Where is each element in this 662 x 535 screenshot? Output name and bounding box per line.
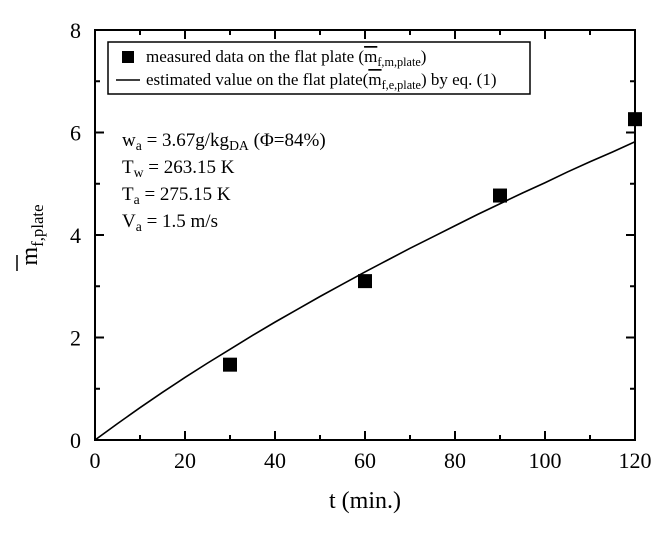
annotation-line: Tw = 263.15 K <box>122 157 235 180</box>
x-tick-label: 40 <box>264 448 286 473</box>
y-axis-label: mf,plate <box>17 204 47 265</box>
x-tick-label: 60 <box>354 448 376 473</box>
annotation-line: Va = 1.5 m/s <box>122 211 218 234</box>
y-tick-label: 0 <box>70 428 81 453</box>
legend-label-estimated: estimated value on the flat plate(mf,e,p… <box>146 70 497 92</box>
x-tick-label: 100 <box>529 448 562 473</box>
x-tick-label: 120 <box>619 448 652 473</box>
y-tick-label: 4 <box>70 223 81 248</box>
series-point-measured <box>223 358 237 372</box>
series-point-measured <box>628 112 642 126</box>
annotation-line: wa = 3.67g/kgDA (Φ=84%) <box>122 130 326 153</box>
legend-label-measured: measured data on the flat plate (mf,m,pl… <box>146 47 426 69</box>
chart-svg: 0 20 40 60 80 100 120 0 2 4 6 8 t (min.) mf,plate meas… <box>0 0 662 535</box>
annotation-line: Ta = 275.15 K <box>122 184 231 207</box>
series-point-measured <box>493 189 507 203</box>
y-tick-label: 6 <box>70 121 81 146</box>
x-axis-label: t (min.) <box>329 488 401 514</box>
plot-frame <box>95 30 635 440</box>
x-tick-label: 20 <box>174 448 196 473</box>
series-point-measured <box>358 274 372 288</box>
y-tick-label: 8 <box>70 18 81 43</box>
x-tick-label: 0 <box>90 448 101 473</box>
y-tick-label: 2 <box>70 326 81 351</box>
x-tick-label: 80 <box>444 448 466 473</box>
legend-marker-square <box>122 51 134 63</box>
